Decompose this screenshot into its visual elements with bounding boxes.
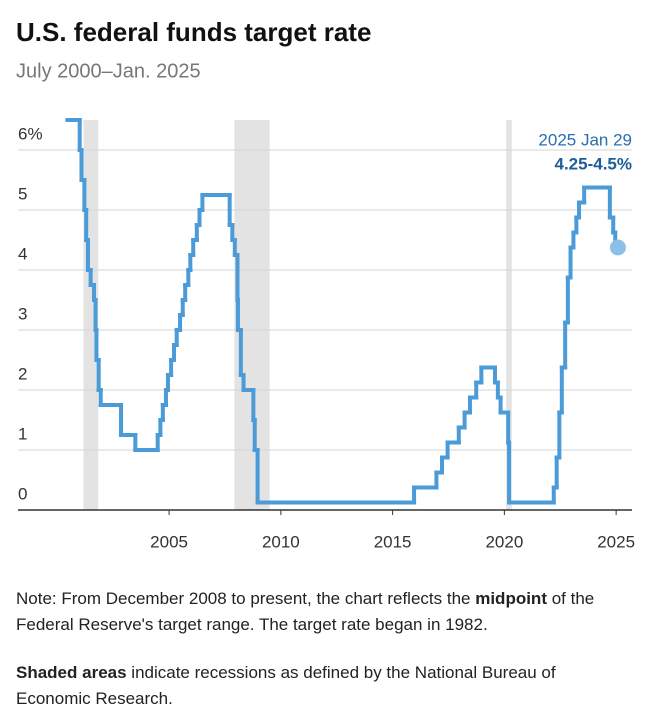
annotation-date: 2025 Jan 29: [538, 130, 632, 149]
x-tick-label: 2020: [485, 532, 523, 551]
x-tick-label: 2010: [262, 532, 300, 551]
y-tick-label: 2: [18, 364, 27, 383]
y-tick-label: 5: [18, 184, 27, 203]
annotation-value: 4.25-4.5%: [555, 154, 633, 173]
y-tick-label: 6%: [18, 124, 43, 143]
y-tick-label: 0: [18, 484, 27, 503]
y-tick-label: 1: [18, 424, 27, 443]
data-layer: [65, 118, 626, 505]
note-bold: Shaded areas: [16, 663, 127, 682]
x-tick-label: 2025: [597, 532, 635, 551]
chart-subtitle: July 2000–Jan. 2025: [16, 60, 201, 82]
x-tick-label: 2015: [374, 532, 412, 551]
y-tick-label: 3: [18, 304, 27, 323]
y-tick-label: 4: [18, 244, 27, 263]
x-tick-label: 2005: [150, 532, 188, 551]
chart-title: U.S. federal funds target rate: [16, 17, 371, 47]
note-text: of the Federal Reserve's target range. T…: [16, 589, 595, 634]
note-bold: midpoint: [475, 589, 547, 608]
background-layer: 0 1 2 3 4 5 6% 2005 2010 2015 2020 2025: [18, 120, 635, 551]
recession-band: [506, 120, 512, 510]
chart: U.S. federal funds target rate July 2000…: [16, 17, 635, 552]
note: Note: From December 2008 to present, the…: [16, 586, 616, 638]
recession-band: [234, 120, 270, 510]
end-point: [609, 239, 626, 256]
shading-note: Shaded areas indicate recessions as defi…: [16, 660, 616, 712]
note-text: indicate recessions as defined by the Na…: [16, 663, 556, 708]
note-text: Note: From December 2008 to present, the…: [16, 589, 476, 608]
